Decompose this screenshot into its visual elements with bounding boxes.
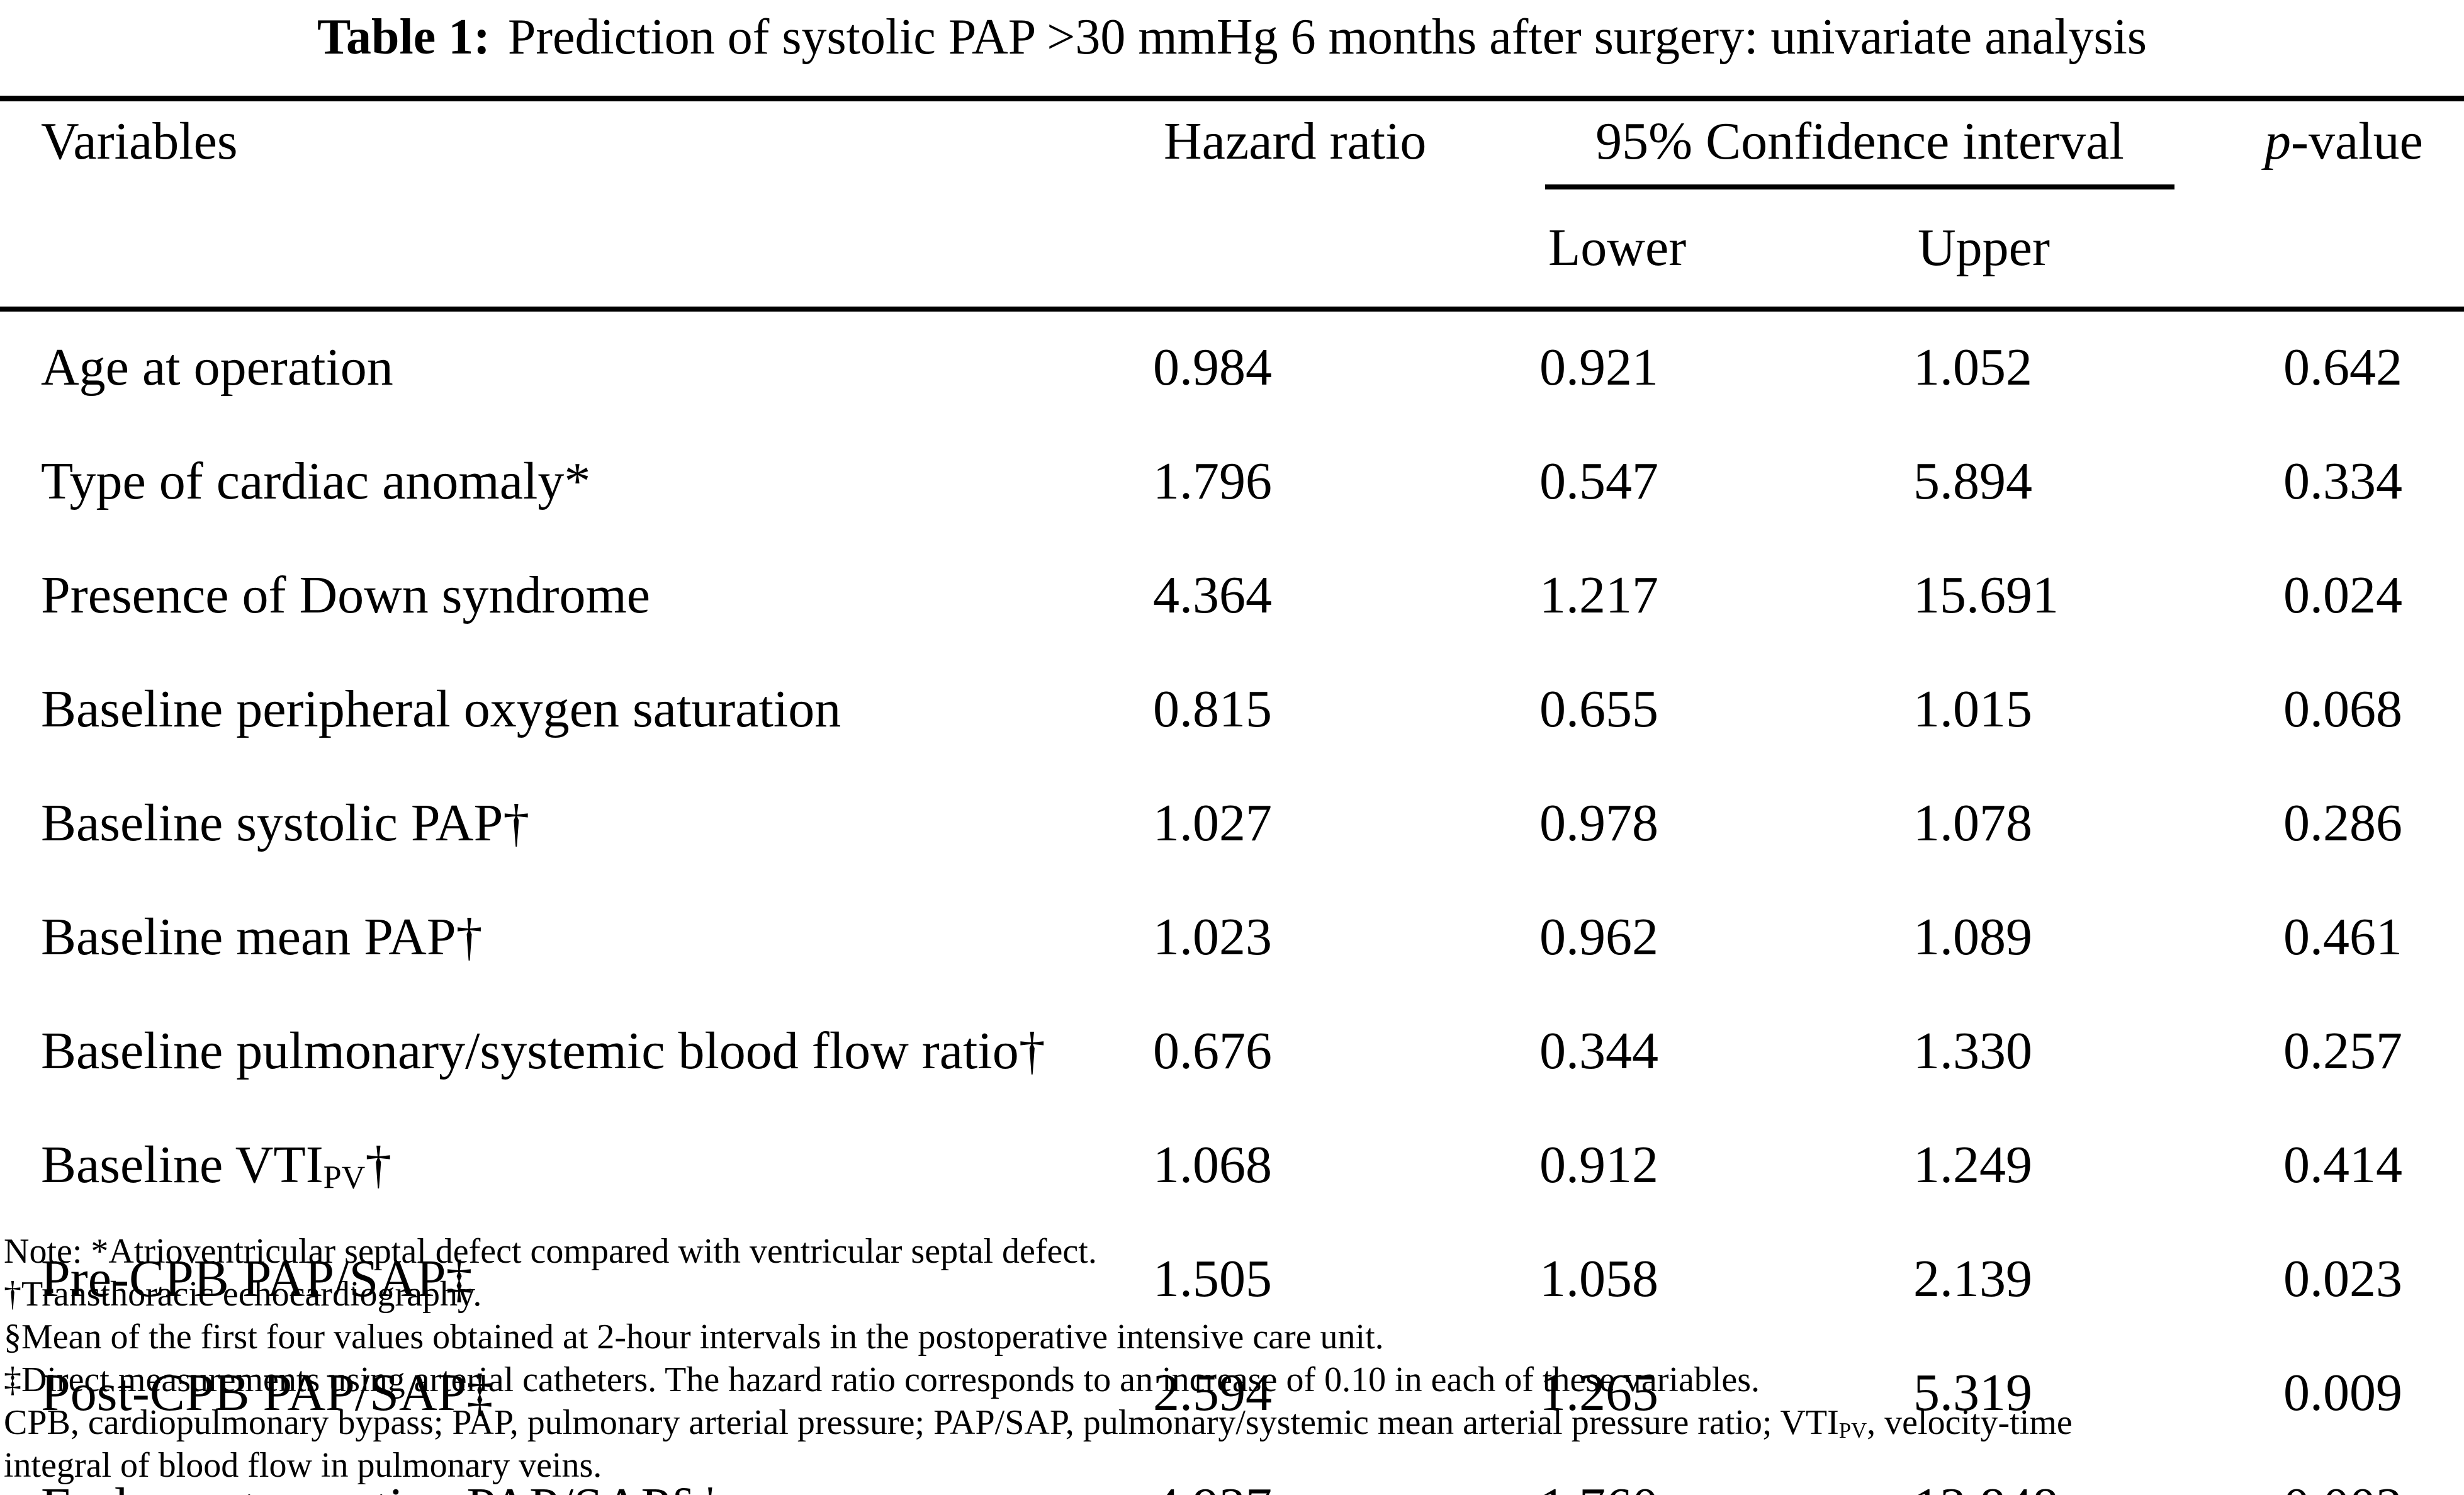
cell-p-value: 0.068 [2283, 680, 2402, 738]
cell-ci-lower: 1.760 [1517, 1451, 1891, 1495]
cell-ci-lower: 0.962 [1539, 908, 1658, 966]
header-spacer [1120, 209, 1517, 312]
cell-ci-lower: 0.921 [1539, 338, 1658, 397]
header-spacer [2259, 209, 2464, 312]
cell-ci-lower: 0.547 [1539, 452, 1658, 511]
cell-ci-upper: 5.894 [1913, 452, 2032, 511]
table-row: Pre-CPB PAP/SAP‡ 1.505 1.058 2.139 0.023 [0, 1223, 2464, 1337]
footnote-line: CPB, cardiopulmonary bypass; PAP, pulmon… [4, 1403, 2073, 1443]
cell-ci-upper: 15.691 [1913, 566, 2059, 624]
cell-hazard-ratio: 4.364 [1153, 566, 1272, 624]
cell-p-value: 0.334 [2283, 452, 2402, 511]
cell-ci-upper: 2.139 [1913, 1250, 2032, 1308]
cell-variable: Baseline mean PAP† [41, 908, 483, 966]
cell-ci-lower: 0.655 [1539, 680, 1658, 738]
footnote-line: ‡Direct measurements using arterial cath… [4, 1360, 1760, 1399]
table-number: Table 1: [317, 9, 490, 65]
footnotes: Note: *Atrioventricular septal defect co… [4, 1225, 2460, 1487]
table-row: Post-CPB PAP/SAP‡ 2.594 1.265 5.319 0.00… [0, 1337, 2464, 1451]
footnote-line: integral of blood flow in pulmonary vein… [4, 1446, 602, 1485]
cell-p-value: 0.023 [2283, 1250, 2402, 1308]
cell-variable: Post-CPB PAP/SAP‡ [41, 1363, 493, 1422]
cell-p-value: 0.461 [2283, 908, 2402, 966]
cell-p-value: 0.414 [2283, 1136, 2402, 1194]
cell-ci-upper: 1.078 [1913, 794, 2032, 852]
table-body: Age at operation 0.984 0.921 1.052 0.642… [0, 309, 2464, 1495]
cell-ci-upper: 13.848 [1891, 1451, 2259, 1495]
footnote-line: Note: *Atrioventricular septal defect co… [4, 1232, 1097, 1271]
table-title: Table 1: Prediction of systolic PAP >30 m… [0, 0, 2464, 96]
footnote-line: §Mean of the first four values obtained … [4, 1317, 1384, 1357]
cell-ci-upper: 1.249 [1913, 1136, 2032, 1194]
footnote-line: †Transthoracic echocardiography. [4, 1275, 482, 1314]
cell-variable: Baseline VTIPV† [41, 1136, 392, 1196]
header-spacer [0, 209, 1120, 312]
cell-ci-upper: 1.052 [1913, 338, 2032, 397]
cell-ci-upper: 1.330 [1913, 1022, 2032, 1080]
cell-ci-lower: 1.217 [1539, 566, 1658, 624]
cell-hazard-ratio: 4.937 [1120, 1451, 1517, 1495]
table-row: Early postoperative PAP/SAP§‡ 4.937 1.76… [0, 1451, 2464, 1495]
cell-variable: Pre-CPB PAP/SAP‡ [41, 1250, 473, 1308]
cell-hazard-ratio: 0.676 [1153, 1022, 1272, 1080]
cell-variable: Baseline systolic PAP† [41, 794, 530, 852]
univariate-analysis-table: Variables Hazard ratio 95% Confidence in… [0, 96, 2464, 1495]
header-row-2: Lower Upper [0, 209, 2464, 312]
cell-variable: Type of cardiac anomaly* [41, 452, 591, 511]
table-header: Variables Hazard ratio 95% Confidence in… [0, 99, 2464, 312]
table-caption: Prediction of systolic PAP >30 mmHg 6 mo… [507, 9, 2147, 65]
cell-hazard-ratio: 0.815 [1153, 680, 1272, 738]
table-row: Age at operation 0.984 0.921 1.052 0.642 [0, 309, 2464, 426]
col-header-ci-lower: Lower [1517, 209, 1891, 312]
table-row: Baseline pulmonary/systemic blood flow r… [0, 995, 2464, 1109]
cell-variable: Early postoperative PAP/SAP§‡ [0, 1451, 1120, 1495]
col-header-variables: Variables [41, 112, 238, 171]
cell-ci-lower: 1.265 [1539, 1363, 1658, 1422]
table-row: Type of cardiac anomaly* 1.796 0.547 5.8… [0, 426, 2464, 539]
table-row: Baseline peripheral oxygen saturation 0.… [0, 653, 2464, 767]
cell-p-value: 0.002 [2259, 1451, 2464, 1495]
cell-ci-lower: 0.912 [1539, 1136, 1658, 1194]
cell-p-value: 0.257 [2283, 1022, 2402, 1080]
cell-variable: Baseline pulmonary/systemic blood flow r… [41, 1022, 1045, 1080]
cell-ci-upper: 1.015 [1913, 680, 2032, 738]
cell-p-value: 0.286 [2283, 794, 2402, 852]
cell-ci-lower: 1.058 [1539, 1250, 1658, 1308]
cell-ci-upper: 5.319 [1913, 1363, 2032, 1422]
col-header-ci-upper: Upper [1891, 209, 2259, 312]
cell-variable: Baseline peripheral oxygen saturation [41, 680, 841, 738]
cell-hazard-ratio: 1.027 [1153, 794, 1272, 852]
col-header-hazard-ratio: Hazard ratio [1164, 112, 1427, 171]
cell-p-value: 0.642 [2283, 338, 2402, 397]
confidence-interval-underline: 95% Confidence interval [1545, 115, 2174, 189]
cell-hazard-ratio: 0.984 [1153, 338, 1272, 397]
cell-hazard-ratio: 1.023 [1153, 908, 1272, 966]
confidence-interval-label: 95% Confidence interval [1595, 112, 2124, 171]
table-row: Presence of Down syndrome 4.364 1.217 15… [0, 539, 2464, 653]
cell-variable: Presence of Down syndrome [41, 566, 651, 624]
cell-variable: Age at operation [41, 338, 393, 397]
col-header-p-value: p-value [2264, 112, 2423, 171]
table-row: Baseline VTIPV† 1.068 0.912 1.249 0.414 [0, 1109, 2464, 1223]
table-row: Baseline systolic PAP† 1.027 0.978 1.078… [0, 767, 2464, 881]
cell-ci-lower: 0.978 [1539, 794, 1658, 852]
cell-hazard-ratio: 1.796 [1153, 452, 1272, 511]
cell-hazard-ratio: 2.594 [1153, 1363, 1272, 1422]
table-row: Baseline mean PAP† 1.023 0.962 1.089 0.4… [0, 881, 2464, 995]
cell-ci-upper: 1.089 [1913, 908, 2032, 966]
col-header-confidence-interval: 95% Confidence interval [1517, 99, 2259, 210]
header-row-1: Variables Hazard ratio 95% Confidence in… [0, 99, 2464, 210]
cell-ci-lower: 0.344 [1539, 1022, 1658, 1080]
cell-hazard-ratio: 1.068 [1153, 1136, 1272, 1194]
cell-p-value: 0.009 [2283, 1363, 2402, 1422]
cell-hazard-ratio: 1.505 [1153, 1250, 1272, 1308]
cell-p-value: 0.024 [2283, 566, 2402, 624]
